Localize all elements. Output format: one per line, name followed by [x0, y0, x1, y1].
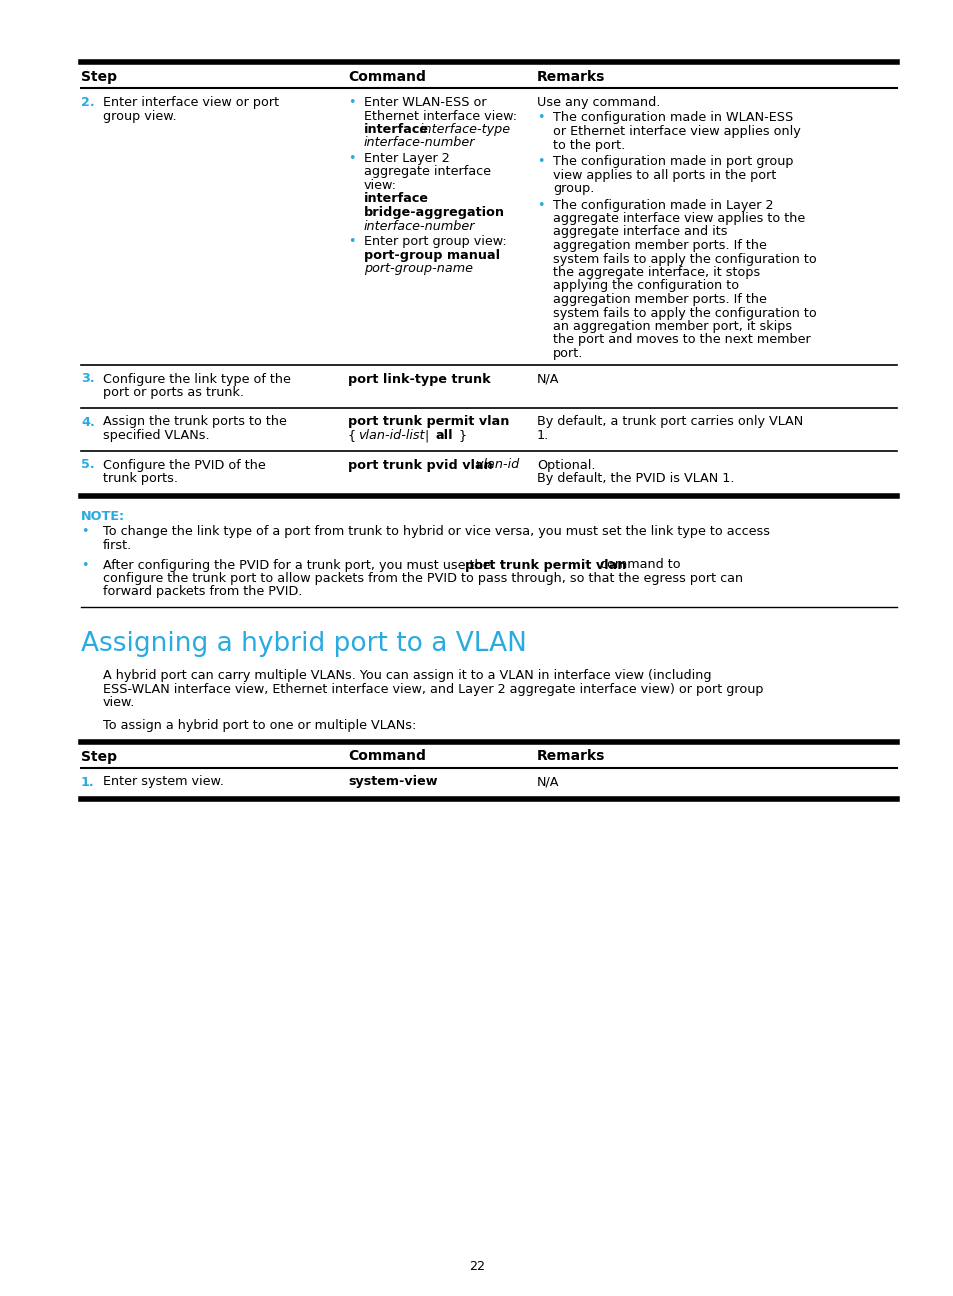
Text: Enter Layer 2: Enter Layer 2: [364, 152, 449, 165]
Text: ESS-WLAN interface view, Ethernet interface view, and Layer 2 aggregate interfac: ESS-WLAN interface view, Ethernet interf…: [103, 683, 762, 696]
Text: Step: Step: [81, 749, 117, 763]
Text: •: •: [348, 235, 355, 248]
Text: To assign a hybrid port to one or multiple VLANs:: To assign a hybrid port to one or multip…: [103, 719, 416, 732]
Text: all: all: [436, 429, 453, 442]
Text: 2.: 2.: [81, 96, 94, 109]
Text: interface-number: interface-number: [364, 136, 475, 149]
Text: view.: view.: [103, 696, 135, 709]
Text: Command: Command: [348, 70, 425, 84]
Text: NOTE:: NOTE:: [81, 509, 125, 522]
Text: port.: port.: [553, 347, 583, 360]
Text: •: •: [537, 156, 544, 168]
Text: group view.: group view.: [103, 110, 176, 123]
Text: port-group-name: port-group-name: [364, 262, 473, 275]
Text: 22: 22: [469, 1260, 484, 1273]
Text: vlan-id-list: vlan-id-list: [357, 429, 424, 442]
Text: trunk ports.: trunk ports.: [103, 472, 178, 485]
Text: •: •: [537, 198, 544, 211]
Text: first.: first.: [103, 539, 132, 552]
Text: Assigning a hybrid port to a VLAN: Assigning a hybrid port to a VLAN: [81, 631, 526, 657]
Text: The configuration made in WLAN-ESS: The configuration made in WLAN-ESS: [553, 111, 792, 124]
Text: aggregate interface view applies to the: aggregate interface view applies to the: [553, 213, 804, 226]
Text: |: |: [420, 429, 433, 442]
Text: bridge-aggregation: bridge-aggregation: [364, 206, 504, 219]
Text: aggregate interface: aggregate interface: [364, 166, 491, 179]
Text: forward packets from the PVID.: forward packets from the PVID.: [103, 586, 302, 599]
Text: Command: Command: [348, 749, 425, 763]
Text: Enter WLAN-ESS or: Enter WLAN-ESS or: [364, 96, 486, 109]
Text: port link-type trunk: port link-type trunk: [348, 372, 490, 385]
Text: aggregate interface and its: aggregate interface and its: [553, 226, 727, 238]
Text: applying the configuration to: applying the configuration to: [553, 280, 739, 293]
Text: view:: view:: [364, 179, 396, 192]
Text: aggregation member ports. If the: aggregation member ports. If the: [553, 238, 766, 251]
Text: port or ports as trunk.: port or ports as trunk.: [103, 386, 244, 399]
Text: port-group manual: port-group manual: [364, 249, 499, 262]
Text: interface: interface: [364, 123, 429, 136]
Text: Optional.: Optional.: [537, 459, 595, 472]
Text: to the port.: to the port.: [553, 139, 624, 152]
Text: specified VLANs.: specified VLANs.: [103, 429, 210, 442]
Text: After configuring the PVID for a trunk port, you must use the: After configuring the PVID for a trunk p…: [103, 559, 494, 572]
Text: system-view: system-view: [348, 775, 437, 788]
Text: the port and moves to the next member: the port and moves to the next member: [553, 333, 810, 346]
Text: Step: Step: [81, 70, 117, 84]
Text: •: •: [81, 525, 89, 539]
Text: the aggregate interface, it stops: the aggregate interface, it stops: [553, 266, 760, 279]
Text: •: •: [81, 559, 89, 572]
Text: The configuration made in Layer 2: The configuration made in Layer 2: [553, 198, 773, 211]
Text: Configure the link type of the: Configure the link type of the: [103, 372, 291, 385]
Text: aggregation member ports. If the: aggregation member ports. If the: [553, 293, 766, 306]
Text: system fails to apply the configuration to: system fails to apply the configuration …: [553, 253, 816, 266]
Text: view applies to all ports in the port: view applies to all ports in the port: [553, 168, 776, 181]
Text: configure the trunk port to allow packets from the PVID to pass through, so that: configure the trunk port to allow packet…: [103, 572, 742, 584]
Text: 1.: 1.: [537, 429, 549, 442]
Text: 3.: 3.: [81, 372, 94, 385]
Text: •: •: [348, 96, 355, 109]
Text: 4.: 4.: [81, 416, 94, 429]
Text: Remarks: Remarks: [537, 70, 605, 84]
Text: Use any command.: Use any command.: [537, 96, 659, 109]
Text: port trunk permit vlan: port trunk permit vlan: [464, 559, 626, 572]
Text: By default, the PVID is VLAN 1.: By default, the PVID is VLAN 1.: [537, 472, 734, 485]
Text: command to: command to: [596, 559, 679, 572]
Text: By default, a trunk port carries only VLAN: By default, a trunk port carries only VL…: [537, 416, 802, 429]
Text: Remarks: Remarks: [537, 749, 605, 763]
Text: A hybrid port can carry multiple VLANs. You can assign it to a VLAN in interface: A hybrid port can carry multiple VLANs. …: [103, 669, 711, 682]
Text: •: •: [348, 152, 355, 165]
Text: group.: group.: [553, 181, 594, 194]
Text: an aggregation member port, it skips: an aggregation member port, it skips: [553, 320, 791, 333]
Text: {: {: [348, 429, 359, 442]
Text: }: }: [455, 429, 467, 442]
Text: interface: interface: [364, 193, 429, 206]
Text: Configure the PVID of the: Configure the PVID of the: [103, 459, 266, 472]
Text: To change the link type of a port from trunk to hybrid or vice versa, you must s: To change the link type of a port from t…: [103, 525, 769, 539]
Text: interface-type: interface-type: [416, 123, 510, 136]
Text: Enter interface view or port: Enter interface view or port: [103, 96, 279, 109]
Text: Enter port group view:: Enter port group view:: [364, 235, 506, 248]
Text: or Ethernet interface view applies only: or Ethernet interface view applies only: [553, 124, 800, 137]
Text: Ethernet interface view:: Ethernet interface view:: [364, 109, 517, 123]
Text: Assign the trunk ports to the: Assign the trunk ports to the: [103, 416, 287, 429]
Text: port trunk pvid vlan: port trunk pvid vlan: [348, 459, 493, 472]
Text: N/A: N/A: [537, 775, 558, 788]
Text: interface-number: interface-number: [364, 219, 475, 232]
Text: 5.: 5.: [81, 459, 94, 472]
Text: N/A: N/A: [537, 372, 558, 385]
Text: port trunk permit vlan: port trunk permit vlan: [348, 416, 509, 429]
Text: The configuration made in port group: The configuration made in port group: [553, 156, 793, 168]
Text: Enter system view.: Enter system view.: [103, 775, 224, 788]
Text: system fails to apply the configuration to: system fails to apply the configuration …: [553, 306, 816, 320]
Text: vlan-id: vlan-id: [472, 459, 518, 472]
Text: 1.: 1.: [81, 775, 94, 788]
Text: •: •: [537, 111, 544, 124]
